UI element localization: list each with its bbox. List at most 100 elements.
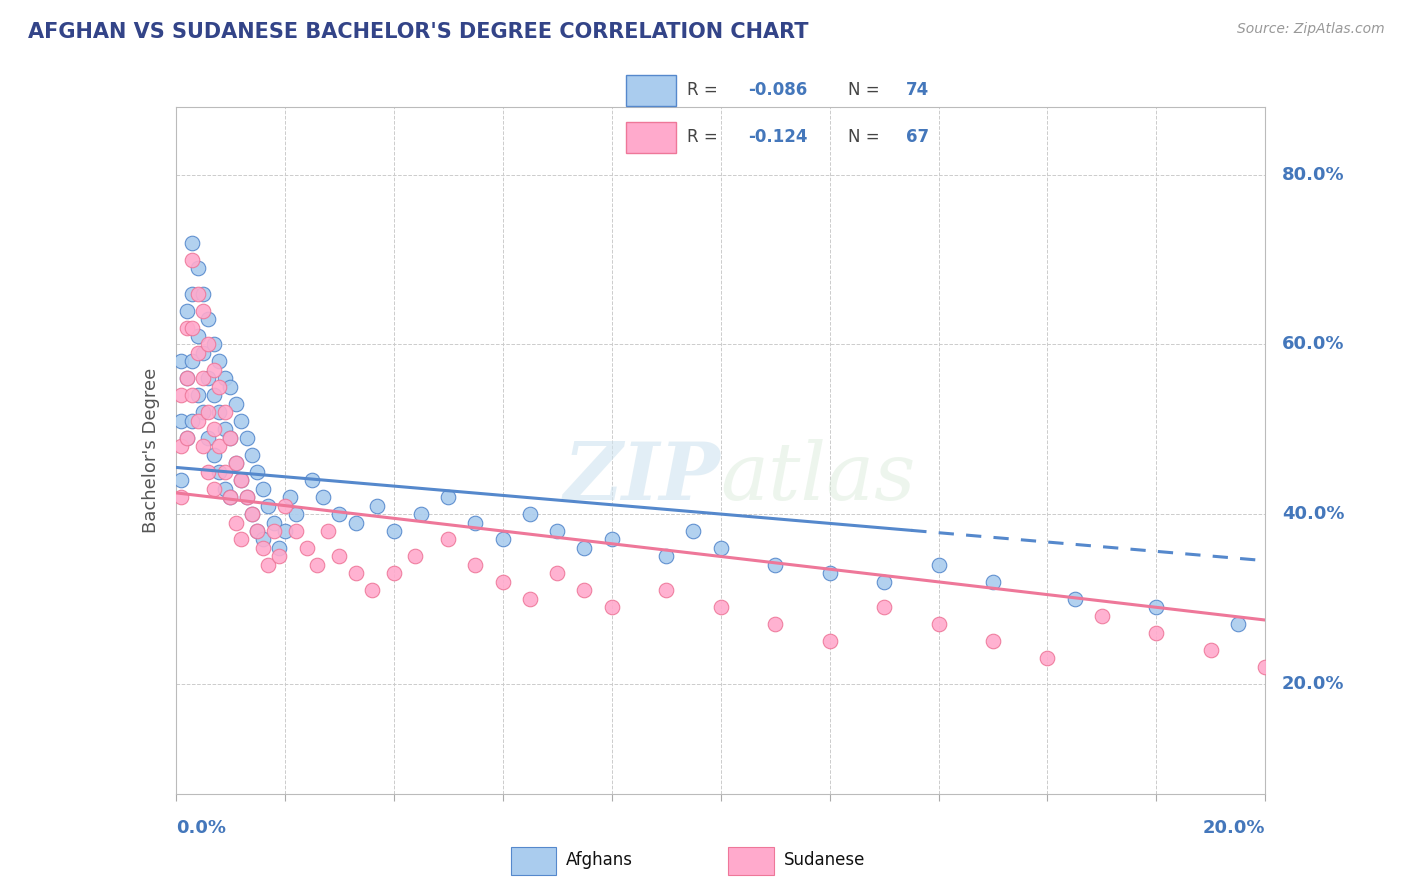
Point [301,473,323,487]
Point [181,286,204,301]
Point [208,465,231,479]
Point [257,499,280,513]
Point [186,388,209,402]
Point [307,558,329,572]
Bar [510,847,557,875]
Point [873,600,896,615]
Point [219,431,242,445]
Point [197,371,219,385]
Point [176,320,198,334]
Point [366,499,388,513]
Point [231,473,253,487]
Point [197,337,219,351]
Point [519,507,541,521]
Point [546,524,568,538]
Text: -0.124: -0.124 [748,128,807,146]
Point [1199,642,1222,657]
Point [818,634,841,648]
Point [191,303,214,318]
Point [574,541,596,555]
Point [225,516,247,530]
Point [186,261,209,276]
Point [382,524,405,538]
Text: Sudanese: Sudanese [785,851,865,869]
Point [1227,617,1250,632]
Point [170,388,193,402]
Text: 40.0%: 40.0% [1282,505,1344,523]
Text: 20.0%: 20.0% [1282,674,1344,693]
Point [214,405,236,419]
Text: Source: ZipAtlas.com: Source: ZipAtlas.com [1237,22,1385,37]
Point [231,533,253,547]
Point [269,549,291,564]
Text: N =: N = [848,81,886,99]
Point [176,431,198,445]
Point [219,380,242,394]
Point [1036,651,1059,665]
Point [191,286,214,301]
Point [214,371,236,385]
Point [284,507,307,521]
Point [600,533,623,547]
Point [492,533,515,547]
Point [318,524,340,538]
Point [208,439,231,453]
Point [519,591,541,606]
Point [225,456,247,470]
Point [263,516,285,530]
Point [464,516,486,530]
Point [246,524,269,538]
Text: N =: N = [848,128,886,146]
Point [208,380,231,394]
Point [600,600,623,615]
Point [202,388,225,402]
Point [170,414,193,428]
Point [360,583,382,598]
Point [235,490,257,504]
Point [981,634,1004,648]
Text: Afghans: Afghans [567,851,633,869]
Point [274,499,297,513]
Point [202,363,225,377]
Point [170,354,193,368]
Point [437,533,460,547]
Point [181,354,204,368]
Text: 0.0%: 0.0% [176,820,226,838]
Point [231,473,253,487]
Point [409,507,432,521]
Point [197,312,219,326]
Point [186,329,209,343]
Point [186,346,209,360]
Point [1063,591,1085,606]
Bar [626,122,676,153]
Point [546,566,568,581]
Point [1144,600,1167,615]
Point [225,456,247,470]
Point [710,600,733,615]
Point [214,422,236,436]
Point [655,583,678,598]
Point [328,507,350,521]
Point [235,490,257,504]
Point [344,566,367,581]
Text: R =: R = [688,128,723,146]
Point [181,320,204,334]
Point [186,286,209,301]
Point [219,490,242,504]
Text: -0.086: -0.086 [748,81,807,99]
Text: 20.0%: 20.0% [1204,820,1265,838]
Point [191,346,214,360]
Point [492,574,515,589]
Point [176,371,198,385]
Point [191,439,214,453]
Point [202,482,225,496]
Point [208,354,231,368]
Point [176,371,198,385]
Point [197,431,219,445]
Point [202,448,225,462]
Point [873,574,896,589]
Point [763,617,786,632]
Text: 60.0%: 60.0% [1282,335,1344,353]
Point [186,414,209,428]
Point [1144,625,1167,640]
